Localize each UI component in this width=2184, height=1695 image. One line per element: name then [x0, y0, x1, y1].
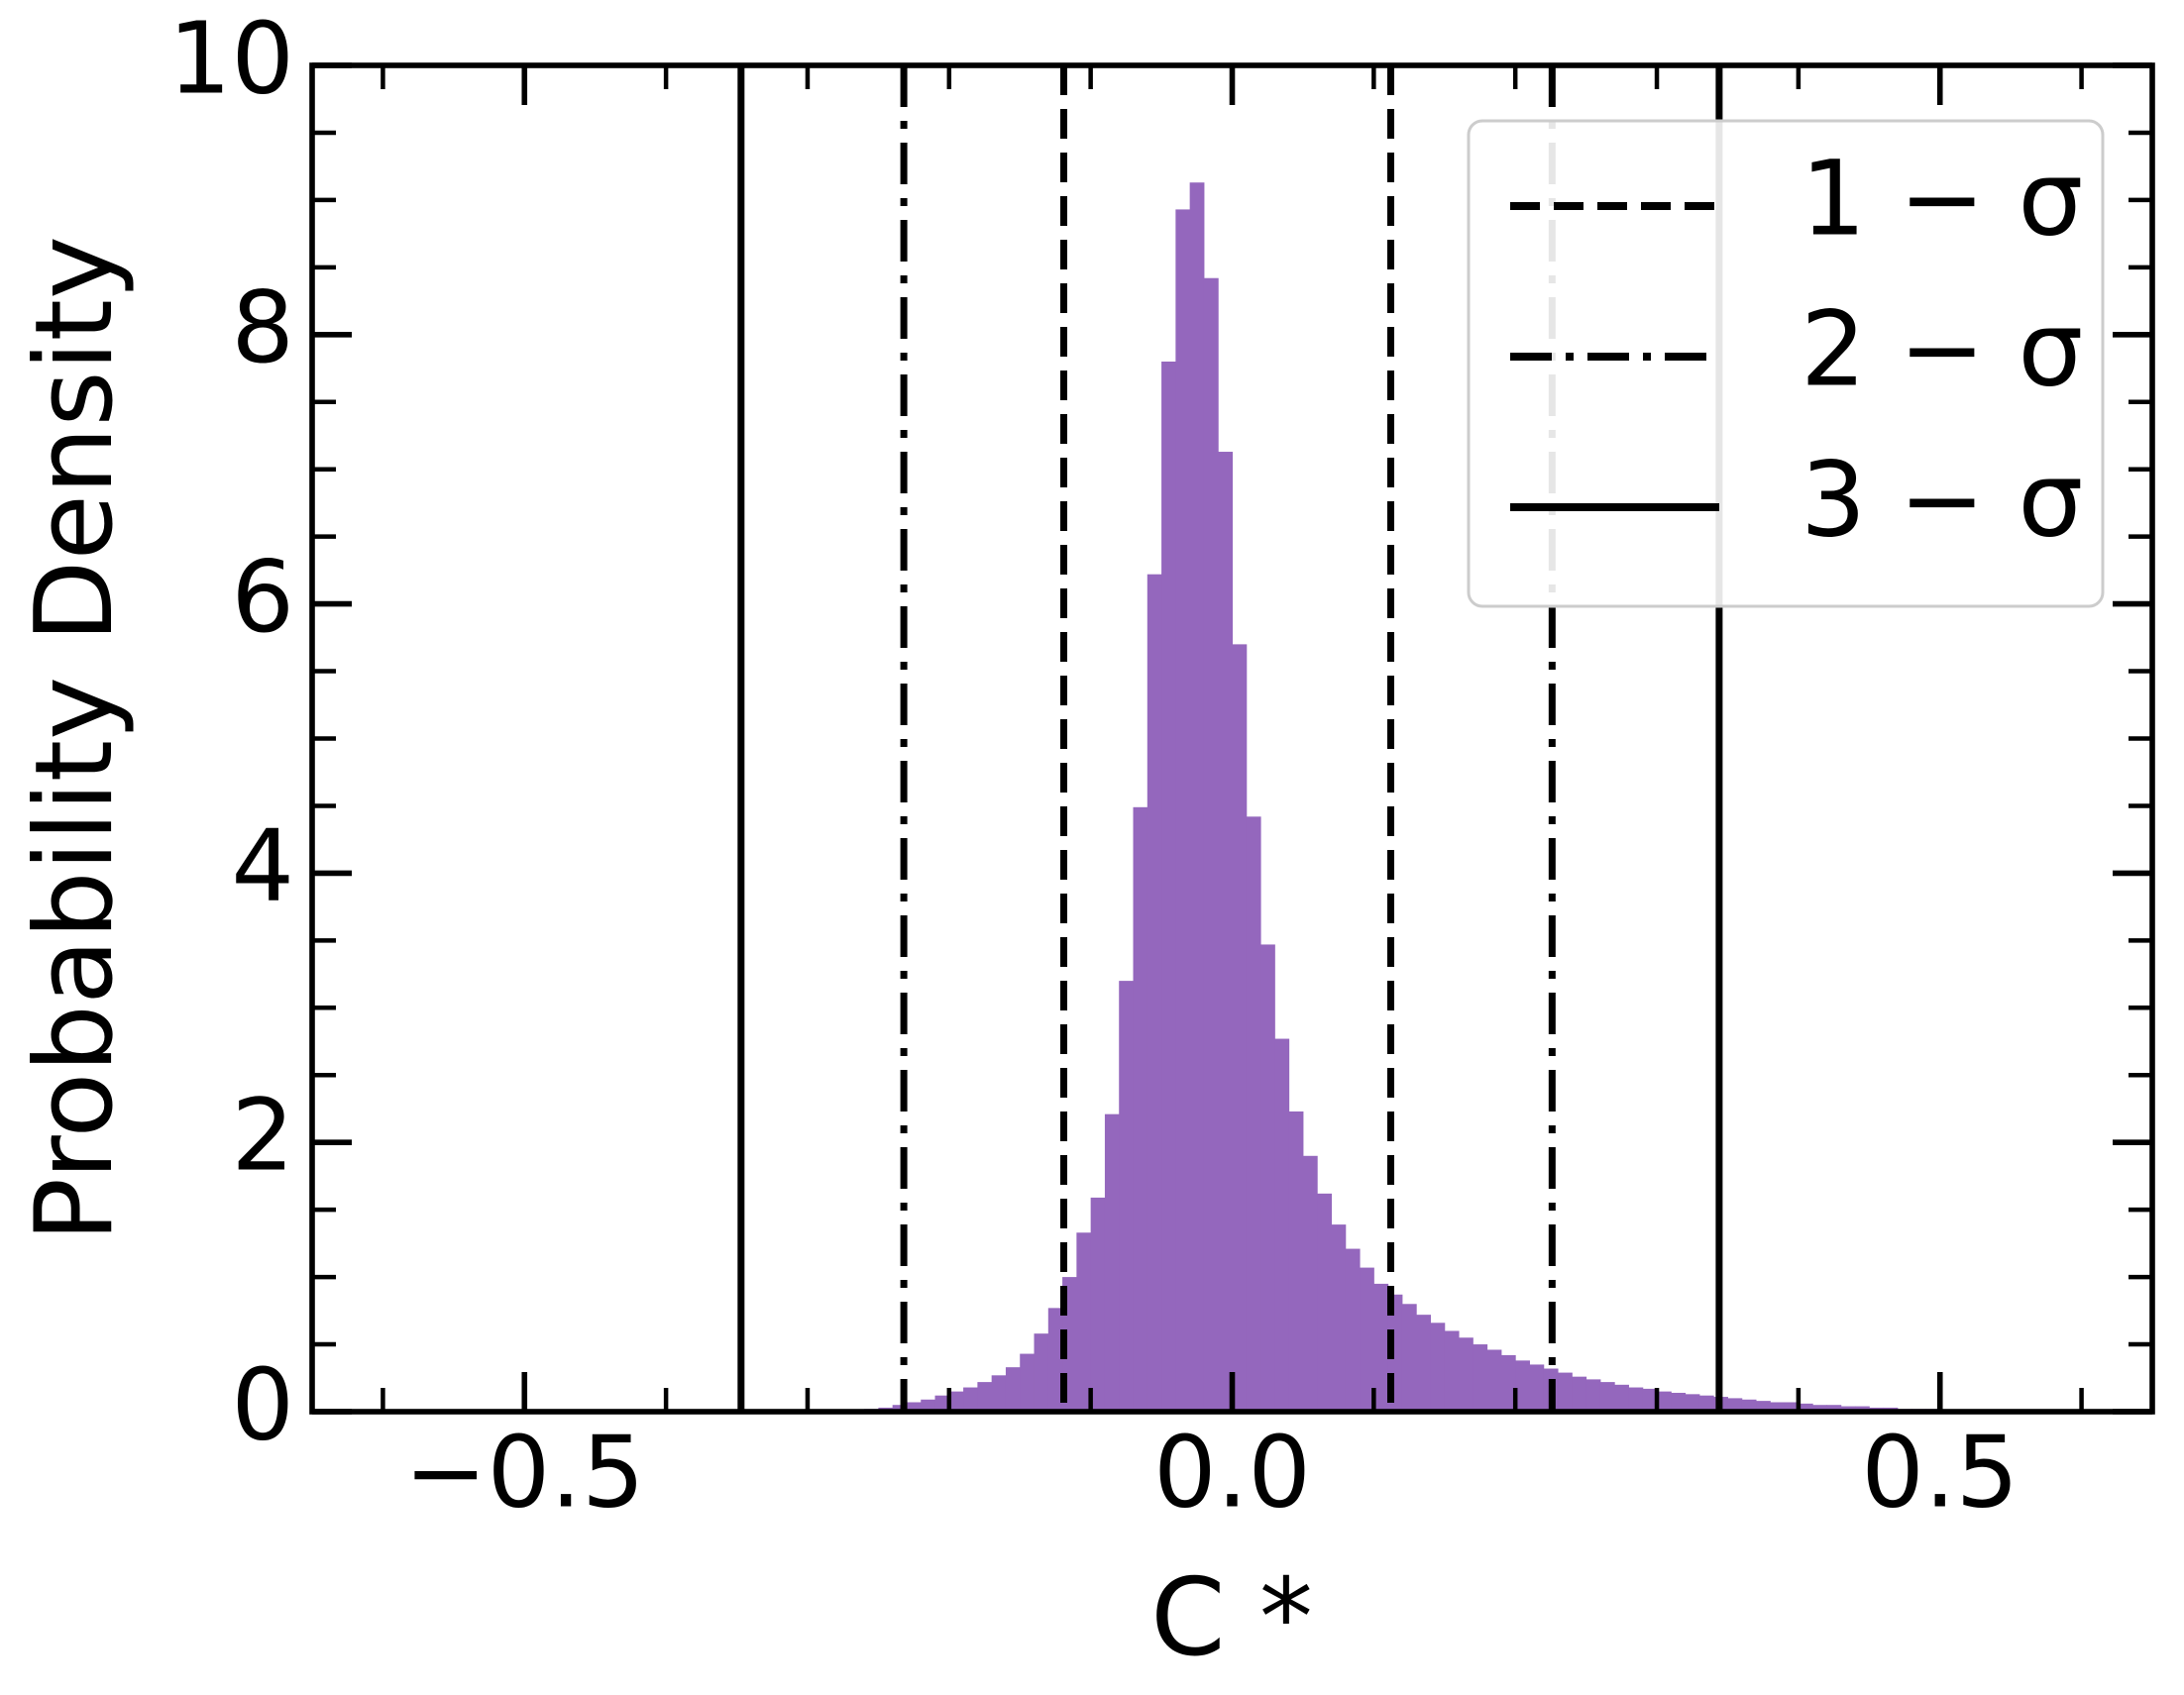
legend-box — [1467, 119, 2105, 608]
bar — [1741, 1399, 1757, 1412]
bar — [1529, 1364, 1545, 1412]
bar — [892, 1405, 908, 1412]
bar — [1756, 1401, 1771, 1412]
y-tick-label: 6 — [231, 539, 294, 655]
bar — [1288, 1111, 1304, 1412]
plot-frame — [309, 62, 2155, 1415]
bar — [1500, 1354, 1516, 1412]
x-tick-label: 0.0 — [1153, 1414, 1311, 1530]
bar — [1302, 1155, 1318, 1412]
bar — [1459, 1337, 1474, 1412]
bar — [1473, 1344, 1488, 1412]
bar — [1161, 361, 1176, 1413]
bar — [1515, 1360, 1530, 1412]
bar — [1430, 1323, 1446, 1412]
bar — [1628, 1387, 1644, 1412]
y-axis-label: Probability Density — [13, 236, 137, 1242]
bar — [1401, 1304, 1417, 1412]
bar — [1585, 1379, 1601, 1412]
bar — [1090, 1197, 1106, 1412]
y-tick-label: 2 — [231, 1078, 294, 1194]
bar — [1572, 1376, 1587, 1412]
bar — [1558, 1372, 1573, 1412]
bar — [1642, 1388, 1658, 1412]
bar — [1671, 1392, 1687, 1412]
bar — [1360, 1267, 1374, 1412]
bar — [1260, 944, 1275, 1412]
y-tick-label: 4 — [231, 808, 294, 924]
bar — [1812, 1405, 1827, 1412]
bar — [1119, 981, 1135, 1412]
bar — [921, 1399, 936, 1412]
bar — [1784, 1402, 1800, 1412]
bar — [1034, 1333, 1049, 1412]
bar — [1444, 1330, 1460, 1412]
bar — [934, 1395, 950, 1412]
bar — [1005, 1367, 1021, 1412]
bar — [1698, 1395, 1714, 1412]
bar — [1076, 1232, 1092, 1412]
bar — [963, 1387, 978, 1412]
legend-label: 1 − σ — [1801, 138, 2083, 259]
x-axis-label: C * — [1150, 1556, 1313, 1680]
bar — [1798, 1403, 1813, 1412]
y-tick-label: 8 — [231, 269, 294, 385]
bar — [1104, 1113, 1120, 1412]
legend-label: 3 − σ — [1801, 439, 2083, 560]
legend-label: 2 − σ — [1801, 288, 2083, 409]
bar — [1416, 1315, 1431, 1412]
bar — [1232, 644, 1248, 1412]
bar — [1727, 1398, 1743, 1412]
bar — [906, 1402, 922, 1412]
x-tick-label: −0.5 — [404, 1414, 645, 1530]
bar — [1274, 1038, 1290, 1412]
bar — [1345, 1248, 1361, 1412]
bar — [977, 1382, 993, 1412]
bar — [1614, 1384, 1629, 1412]
bar — [1189, 182, 1205, 1412]
bar — [1331, 1224, 1347, 1412]
bar — [1770, 1402, 1786, 1412]
bar — [1486, 1349, 1502, 1412]
bar — [1685, 1394, 1700, 1412]
bar — [1218, 452, 1233, 1413]
bar — [1020, 1353, 1036, 1412]
bar — [1657, 1391, 1672, 1412]
x-tick-label: 0.5 — [1861, 1414, 2019, 1530]
bar — [1826, 1405, 1842, 1412]
bar — [1175, 209, 1191, 1413]
bar — [1203, 277, 1219, 1413]
bar — [1317, 1193, 1332, 1412]
bar — [1147, 574, 1162, 1412]
y-tick-label: 0 — [231, 1346, 294, 1462]
bar — [1373, 1283, 1389, 1412]
bar — [1246, 816, 1261, 1412]
bar — [991, 1375, 1007, 1412]
y-tick-label: 10 — [168, 0, 294, 116]
bar — [1133, 806, 1148, 1412]
bar — [1599, 1382, 1615, 1412]
bar — [948, 1391, 964, 1412]
bar — [1047, 1308, 1063, 1412]
